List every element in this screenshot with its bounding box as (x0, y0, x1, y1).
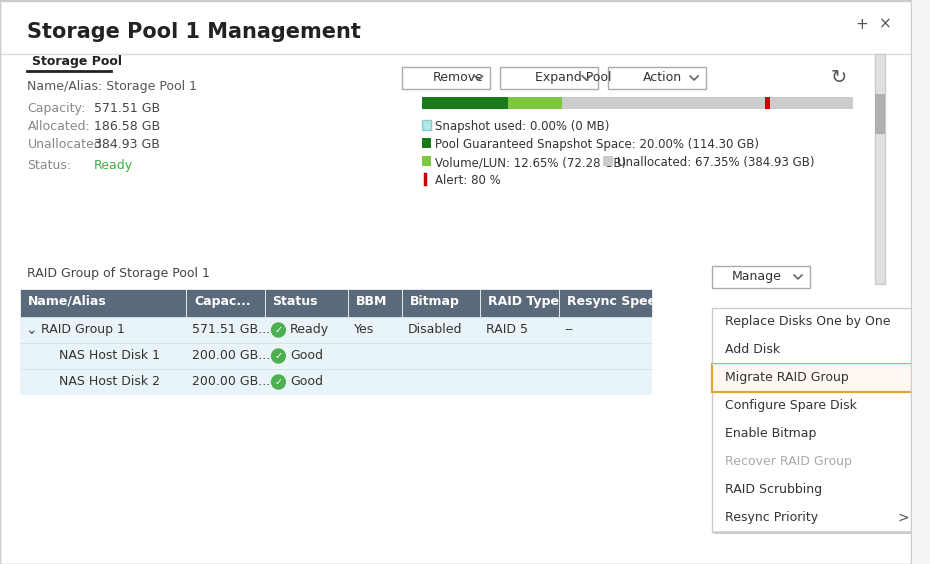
Text: Disabled: Disabled (408, 323, 462, 336)
FancyBboxPatch shape (421, 138, 432, 148)
Circle shape (272, 375, 286, 389)
Text: Name/Alias: Name/Alias (28, 295, 106, 308)
Text: NAS Host Disk 1: NAS Host Disk 1 (59, 349, 160, 362)
Text: Manage: Manage (731, 270, 781, 283)
Text: 200.00 GB...: 200.00 GB... (193, 349, 271, 362)
Text: Good: Good (290, 375, 324, 388)
Text: Status:: Status: (28, 159, 72, 172)
Text: Ready: Ready (290, 323, 329, 336)
Text: RAID 5: RAID 5 (486, 323, 528, 336)
Text: 200.00 GB...: 200.00 GB... (193, 375, 271, 388)
FancyBboxPatch shape (500, 67, 598, 89)
Text: ↻: ↻ (830, 68, 846, 87)
Text: Remove: Remove (432, 71, 484, 84)
Text: 186.58 GB: 186.58 GB (94, 120, 160, 133)
FancyBboxPatch shape (875, 94, 885, 134)
Text: ×: × (879, 17, 891, 32)
Text: ⌄: ⌄ (25, 323, 37, 337)
Text: 571.51 GB: 571.51 GB (94, 102, 160, 115)
Text: ✓: ✓ (274, 351, 283, 361)
Text: ✓: ✓ (274, 325, 283, 335)
FancyBboxPatch shape (186, 289, 265, 317)
Text: BBM: BBM (356, 295, 387, 308)
Circle shape (272, 323, 286, 337)
FancyBboxPatch shape (348, 289, 402, 317)
Text: 571.51 GB...: 571.51 GB... (193, 323, 271, 336)
Text: RAID Scrubbing: RAID Scrubbing (725, 483, 823, 496)
Text: Unallocated: 67.35% (384.93 GB): Unallocated: 67.35% (384.93 GB) (617, 156, 814, 169)
Text: Storage Pool: Storage Pool (33, 55, 123, 68)
Text: Enable Bitmap: Enable Bitmap (725, 427, 817, 440)
Text: 384.93 GB: 384.93 GB (94, 138, 160, 151)
Text: Capac...: Capac... (194, 295, 251, 308)
FancyBboxPatch shape (875, 54, 885, 284)
FancyBboxPatch shape (713, 308, 917, 534)
FancyBboxPatch shape (608, 67, 706, 89)
Text: Recover RAID Group: Recover RAID Group (725, 455, 853, 468)
Text: RAID Group 1: RAID Group 1 (41, 323, 125, 336)
Text: RAID Type: RAID Type (488, 295, 559, 308)
Text: Migrate RAID Group: Migrate RAID Group (725, 371, 849, 384)
Text: Ready: Ready (94, 159, 133, 172)
Text: Yes: Yes (354, 323, 374, 336)
Text: Expand Pool: Expand Pool (536, 71, 612, 84)
Text: Unallocated:: Unallocated: (28, 138, 106, 151)
Text: Configure Spare Disk: Configure Spare Disk (725, 399, 857, 412)
Text: Action: Action (644, 71, 683, 84)
Text: Alert: 80 %: Alert: 80 % (435, 174, 501, 187)
FancyBboxPatch shape (711, 266, 810, 288)
Text: Resync Speed: Resync Speed (566, 295, 665, 308)
FancyBboxPatch shape (711, 308, 912, 532)
Text: Name/Alias: Storage Pool 1: Name/Alias: Storage Pool 1 (28, 80, 197, 93)
Text: Add Disk: Add Disk (725, 343, 780, 356)
Text: Volume/LUN: 12.65% (72.28 GB): Volume/LUN: 12.65% (72.28 GB) (435, 156, 627, 169)
FancyBboxPatch shape (764, 97, 770, 109)
FancyBboxPatch shape (20, 317, 652, 343)
FancyBboxPatch shape (421, 120, 432, 130)
Circle shape (272, 349, 286, 363)
Text: RAID Group of Storage Pool 1: RAID Group of Storage Pool 1 (28, 267, 210, 280)
FancyBboxPatch shape (0, 0, 911, 564)
FancyBboxPatch shape (508, 97, 563, 109)
FancyBboxPatch shape (711, 364, 912, 392)
FancyBboxPatch shape (402, 289, 481, 317)
Text: Replace Disks One by One: Replace Disks One by One (725, 315, 891, 328)
FancyBboxPatch shape (20, 369, 652, 395)
Text: Snapshot used: 0.00% (0 MB): Snapshot used: 0.00% (0 MB) (435, 120, 610, 133)
Text: NAS Host Disk 2: NAS Host Disk 2 (59, 375, 160, 388)
FancyBboxPatch shape (481, 289, 559, 317)
FancyBboxPatch shape (421, 97, 853, 109)
Text: >: > (897, 511, 909, 525)
Text: ✓: ✓ (274, 377, 283, 387)
Text: +: + (856, 17, 869, 32)
FancyBboxPatch shape (265, 289, 348, 317)
Text: Allocated:: Allocated: (28, 120, 90, 133)
FancyBboxPatch shape (402, 67, 490, 89)
Text: Resync Priority: Resync Priority (725, 511, 818, 524)
Text: Status: Status (272, 295, 318, 308)
FancyBboxPatch shape (421, 156, 432, 166)
Text: Capacity:: Capacity: (28, 102, 86, 115)
FancyBboxPatch shape (20, 343, 652, 369)
Text: --: -- (565, 323, 574, 336)
FancyBboxPatch shape (20, 289, 186, 317)
Text: Storage Pool 1 Management: Storage Pool 1 Management (28, 22, 362, 42)
Text: Pool Guaranteed Snapshot Space: 20.00% (114.30 GB): Pool Guaranteed Snapshot Space: 20.00% (… (435, 138, 759, 151)
FancyBboxPatch shape (421, 97, 508, 109)
Text: Good: Good (290, 349, 324, 362)
FancyBboxPatch shape (603, 156, 613, 166)
FancyBboxPatch shape (559, 289, 652, 317)
Text: Bitmap: Bitmap (410, 295, 459, 308)
